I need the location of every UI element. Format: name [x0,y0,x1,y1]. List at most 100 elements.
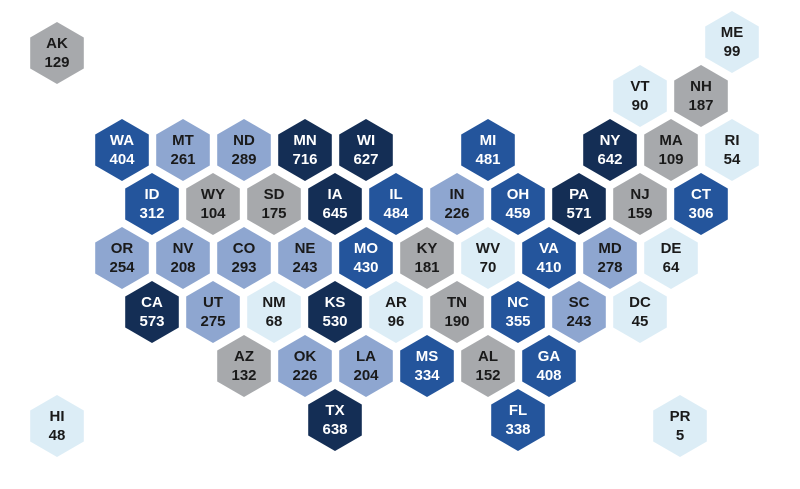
state-label: IL [389,186,402,203]
state-value: 226 [444,205,469,222]
state-hex [30,22,84,84]
state-value: 338 [505,421,530,438]
state-hex [653,395,707,457]
state-value: 48 [49,427,66,444]
state-label: SD [264,186,285,203]
state-label: AL [478,348,498,365]
state-label: WA [110,132,134,149]
state-label: DC [629,294,651,311]
state-hex [644,119,698,181]
state-value: 45 [632,313,649,330]
state-value: 243 [566,313,591,330]
state-value: 642 [597,151,622,168]
state-hex [522,227,576,289]
state-label: TX [325,402,344,419]
state-label: VA [539,240,559,257]
state-value: 68 [266,313,283,330]
state-value: 645 [322,205,347,222]
state-hex [674,65,728,127]
state-label: FL [509,402,527,419]
state-hex [278,335,332,397]
state-value: 70 [480,259,497,276]
state-value: 109 [658,151,683,168]
state-value: 190 [444,313,469,330]
state-label: TN [447,294,467,311]
state-hex [552,173,606,235]
state-label: WV [476,240,500,257]
state-hex [491,173,545,235]
state-label: MD [598,240,621,257]
state-label: ND [233,132,255,149]
state-value: 293 [231,259,256,276]
state-value: 208 [170,259,195,276]
state-value: 254 [109,259,135,276]
state-value: 159 [627,205,652,222]
state-label: PA [569,186,589,203]
state-label: AK [46,35,68,52]
state-hex [125,281,179,343]
state-label: NV [173,240,194,257]
state-hex [278,227,332,289]
state-hex [125,173,179,235]
state-label: MA [659,132,682,149]
state-value: 334 [414,367,440,384]
state-value: 99 [724,43,741,60]
state-value: 132 [231,367,256,384]
state-label: NY [600,132,621,149]
state-value: 275 [200,313,225,330]
state-hex [369,281,423,343]
state-label: IA [328,186,343,203]
state-hex [461,119,515,181]
state-value: 312 [139,205,164,222]
state-label: CT [691,186,711,203]
state-hex [583,227,637,289]
state-hex [308,389,362,451]
state-label: OH [507,186,530,203]
state-hex [369,173,423,235]
state-label: ME [721,24,744,41]
state-label: AR [385,294,407,311]
state-hex [186,281,240,343]
state-value: 96 [388,313,405,330]
state-value: 278 [597,259,622,276]
state-value: 716 [292,151,317,168]
state-value: 627 [353,151,378,168]
state-hex [705,119,759,181]
state-hex [308,281,362,343]
state-hex [705,11,759,73]
state-value: 404 [109,151,135,168]
state-value: 410 [536,259,561,276]
state-value: 430 [353,259,378,276]
state-hex [644,227,698,289]
state-label: IN [450,186,465,203]
state-hex [583,119,637,181]
state-hex [308,173,362,235]
state-label: UT [203,294,223,311]
state-hex [461,227,515,289]
state-value: 573 [139,313,164,330]
state-label: CO [233,240,256,257]
state-hex [247,173,301,235]
state-value: 484 [383,205,409,222]
state-label: NH [690,78,712,95]
state-hex [552,281,606,343]
state-hex [217,227,271,289]
state-hex [95,119,149,181]
state-value: 5 [676,427,684,444]
state-label: PR [670,408,691,425]
state-value: 226 [292,367,317,384]
state-value: 175 [261,205,286,222]
state-value: 90 [632,97,649,114]
state-label: LA [356,348,376,365]
state-label: OR [111,240,134,257]
state-hex [339,119,393,181]
state-value: 243 [292,259,317,276]
state-label: DE [661,240,682,257]
state-hex [278,119,332,181]
state-value: 261 [170,151,195,168]
state-value: 306 [688,205,713,222]
state-label: MS [416,348,439,365]
state-hex [400,227,454,289]
state-label: ID [145,186,160,203]
